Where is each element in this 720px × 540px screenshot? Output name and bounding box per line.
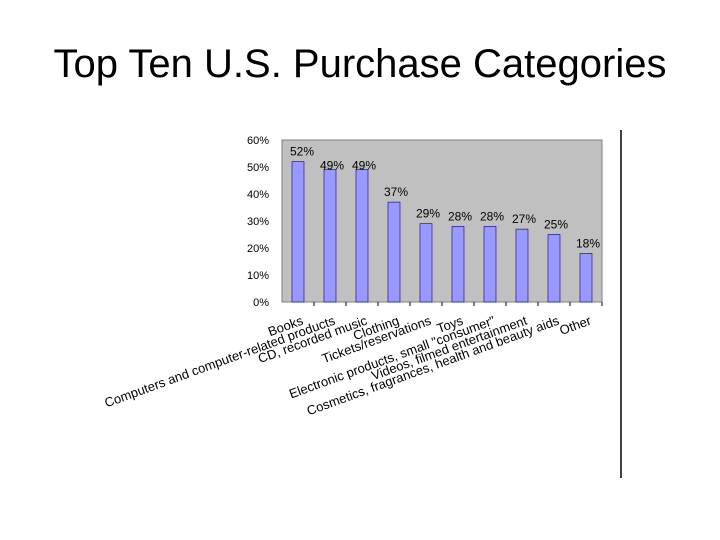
y-tick-label: 40% <box>247 189 269 201</box>
y-tick-label: 50% <box>247 162 269 174</box>
y-tick-label: 30% <box>247 216 269 228</box>
y-tick-label: 20% <box>247 243 269 255</box>
y-tick-label: 0% <box>253 297 269 309</box>
bar <box>483 226 497 303</box>
data-label: 18% <box>576 236 600 250</box>
bar <box>547 234 561 303</box>
data-label: 49% <box>352 159 376 173</box>
y-tick-label: 60% <box>247 135 269 147</box>
data-labels: 52% 49% 49% 37% 29% 28% 28% 27% 25% 18% <box>290 145 600 251</box>
bar <box>291 161 305 303</box>
data-label: 27% <box>512 212 536 226</box>
bar <box>355 169 369 303</box>
y-tick-label: 10% <box>247 270 269 282</box>
bar <box>387 201 401 303</box>
data-label: 29% <box>416 207 440 221</box>
bar <box>515 228 529 303</box>
x-tick-label: Other <box>557 312 593 337</box>
data-label: 52% <box>290 145 314 159</box>
y-axis-ticks: 0% 10% 20% 30% 40% 50% 60% <box>247 135 269 309</box>
bars <box>291 161 593 303</box>
bar <box>451 226 465 303</box>
bar <box>323 169 337 303</box>
slide-title: Top Ten U.S. Purchase Categories <box>53 42 667 86</box>
data-label: 49% <box>320 159 344 173</box>
data-label: 25% <box>544 218 568 232</box>
bar <box>579 253 593 303</box>
bar <box>419 223 433 303</box>
data-label: 28% <box>480 209 504 223</box>
data-label: 37% <box>384 185 408 199</box>
data-label: 28% <box>448 209 472 223</box>
